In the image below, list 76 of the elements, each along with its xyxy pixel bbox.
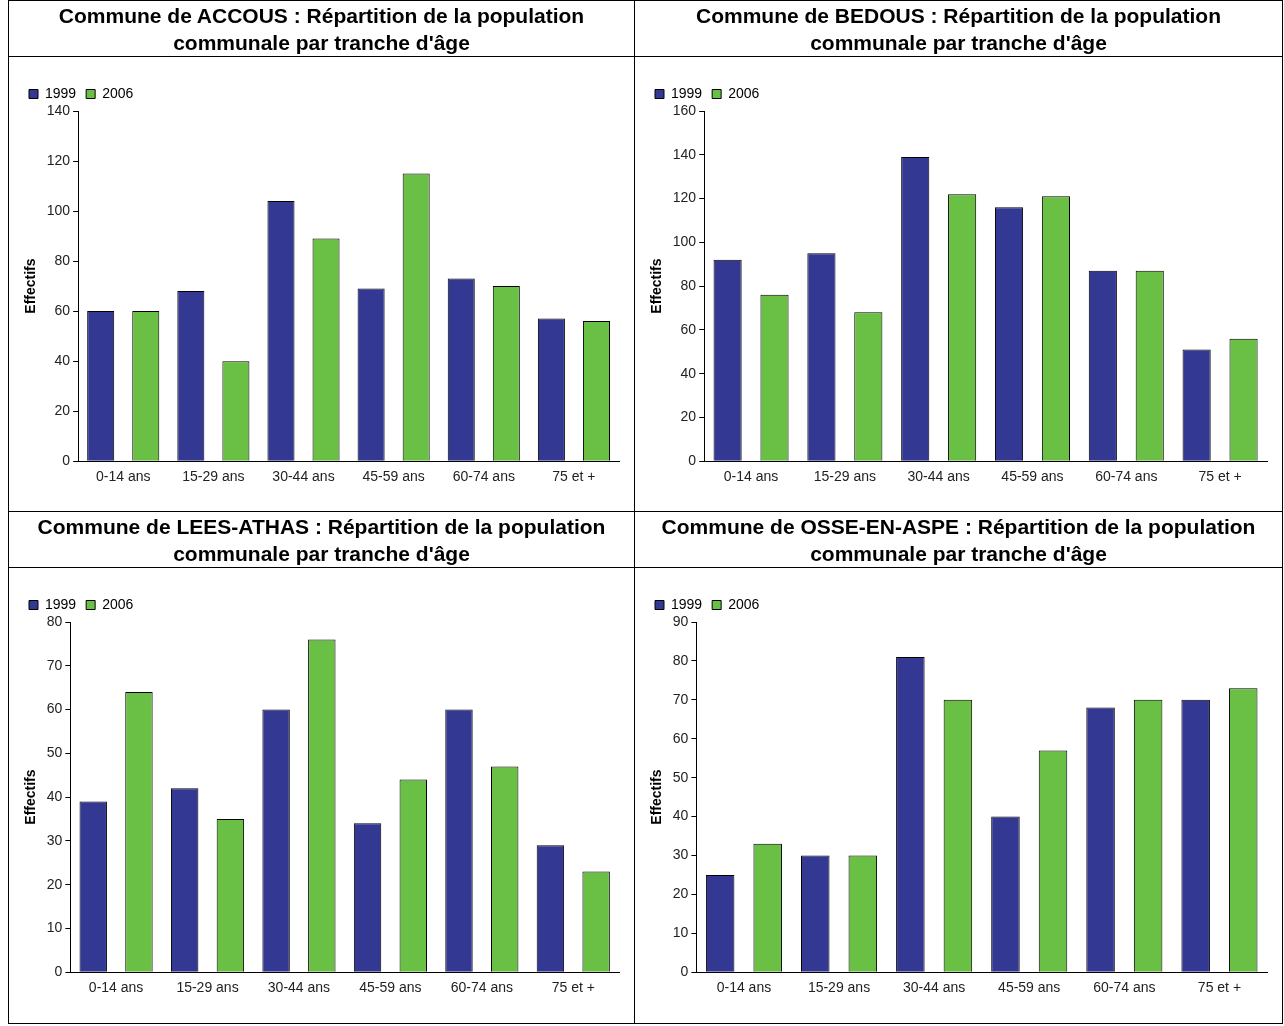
chart-title: Commune de ACCOUS : Répartition de la population communale par tranche d'âge [9, 1, 634, 57]
y-tick-label: 40 [672, 807, 689, 824]
x-tick-label: 60-74 ans [1095, 468, 1158, 485]
x-tick-label: 75 et + [1198, 468, 1242, 485]
y-tick-label: 20 [680, 408, 697, 425]
y-axis-title: Effectifs [22, 769, 39, 825]
legend-label: 1999 [671, 84, 703, 101]
y-tick-label: 80 [54, 251, 71, 268]
chart-title: Commune de BEDOUS : Répartition de la population communale par tranche d'âge [635, 1, 1282, 57]
y-tick-label: 80 [672, 651, 689, 668]
y-tick-label: 60 [54, 301, 71, 318]
y-tick-label: 70 [46, 656, 63, 673]
y-tick-label: 0 [680, 963, 689, 980]
y-axis-title: Effectifs [22, 258, 39, 314]
chart-title: Commune de OSSE-EN-ASPE : Répartition de la population communale par tranche d'âge [635, 512, 1282, 568]
x-tick-label: 60-74 ans [450, 979, 513, 996]
x-tick-label: 0-14 ans [716, 979, 772, 996]
legend-label: 2006 [728, 84, 760, 101]
y-tick-label: 90 [672, 612, 689, 629]
x-tick-label: 30-44 ans [907, 468, 970, 485]
y-tick-label: 10 [46, 919, 63, 936]
y-tick-label: 100 [672, 233, 697, 250]
x-tick-label: 45-59 ans [362, 468, 425, 485]
y-tick-label: 40 [46, 787, 63, 804]
y-tick-label: 0 [54, 963, 63, 980]
legend-label: 1999 [45, 84, 77, 101]
x-tick-label: 45-59 ans [359, 979, 422, 996]
x-tick-label: 60-74 ans [452, 468, 515, 485]
y-axis-title: Effectifs [648, 258, 665, 314]
y-tick-label: 100 [46, 201, 71, 218]
y-tick-label: 120 [672, 189, 697, 206]
y-tick-label: 160 [672, 101, 697, 118]
y-tick-label: 60 [46, 700, 63, 717]
x-tick-label: 15-29 ans [807, 979, 871, 996]
y-tick-label: 70 [672, 690, 689, 707]
y-tick-label: 50 [46, 744, 63, 761]
legend-label: 2006 [102, 595, 134, 612]
y-tick-label: 20 [54, 402, 71, 419]
legend-label: 1999 [45, 595, 77, 612]
y-tick-label: 30 [672, 846, 689, 863]
y-tick-label: 0 [62, 452, 71, 469]
legend-label: 2006 [728, 595, 760, 612]
y-tick-label: 60 [680, 320, 697, 337]
x-tick-label: 0-14 ans [88, 979, 144, 996]
y-tick-label: 140 [46, 101, 71, 118]
y-tick-label: 40 [54, 352, 71, 368]
x-tick-label: 75 et + [552, 468, 596, 485]
y-tick-label: 30 [46, 831, 63, 848]
y-tick-label: 0 [688, 452, 697, 469]
legend-label: 2006 [102, 84, 134, 101]
y-tick-label: 80 [46, 612, 63, 629]
y-axis-title: Effectifs [648, 769, 665, 825]
y-tick-label: 20 [46, 875, 63, 892]
legend-label: 1999 [671, 595, 703, 612]
x-tick-label: 0-14 ans [723, 468, 779, 485]
y-tick-label: 50 [672, 768, 689, 785]
chart-title: Commune de LEES-ATHAS : Répartition de la population communale par tranche d'âge [9, 512, 634, 568]
x-tick-label: 75 et + [1197, 979, 1242, 996]
y-tick-label: 20 [672, 885, 689, 902]
y-tick-label: 10 [672, 924, 689, 941]
x-tick-label: 15-29 ans [182, 468, 245, 485]
y-tick-label: 140 [672, 145, 697, 162]
x-tick-label: 45-59 ans [998, 979, 1061, 996]
y-tick-label: 80 [680, 276, 697, 293]
x-tick-label: 0-14 ans [95, 468, 151, 485]
y-tick-label: 60 [672, 729, 689, 746]
x-tick-label: 15-29 ans [813, 468, 877, 485]
x-tick-label: 60-74 ans [1093, 979, 1156, 996]
x-tick-label: 30-44 ans [272, 468, 335, 485]
x-tick-label: 45-59 ans [1001, 468, 1064, 485]
x-tick-label: 75 et + [551, 979, 595, 996]
x-tick-label: 15-29 ans [176, 979, 239, 996]
y-tick-label: 120 [46, 151, 71, 168]
y-tick-label: 40 [680, 364, 697, 381]
x-tick-label: 30-44 ans [267, 979, 331, 996]
x-tick-label: 30-44 ans [902, 979, 966, 996]
